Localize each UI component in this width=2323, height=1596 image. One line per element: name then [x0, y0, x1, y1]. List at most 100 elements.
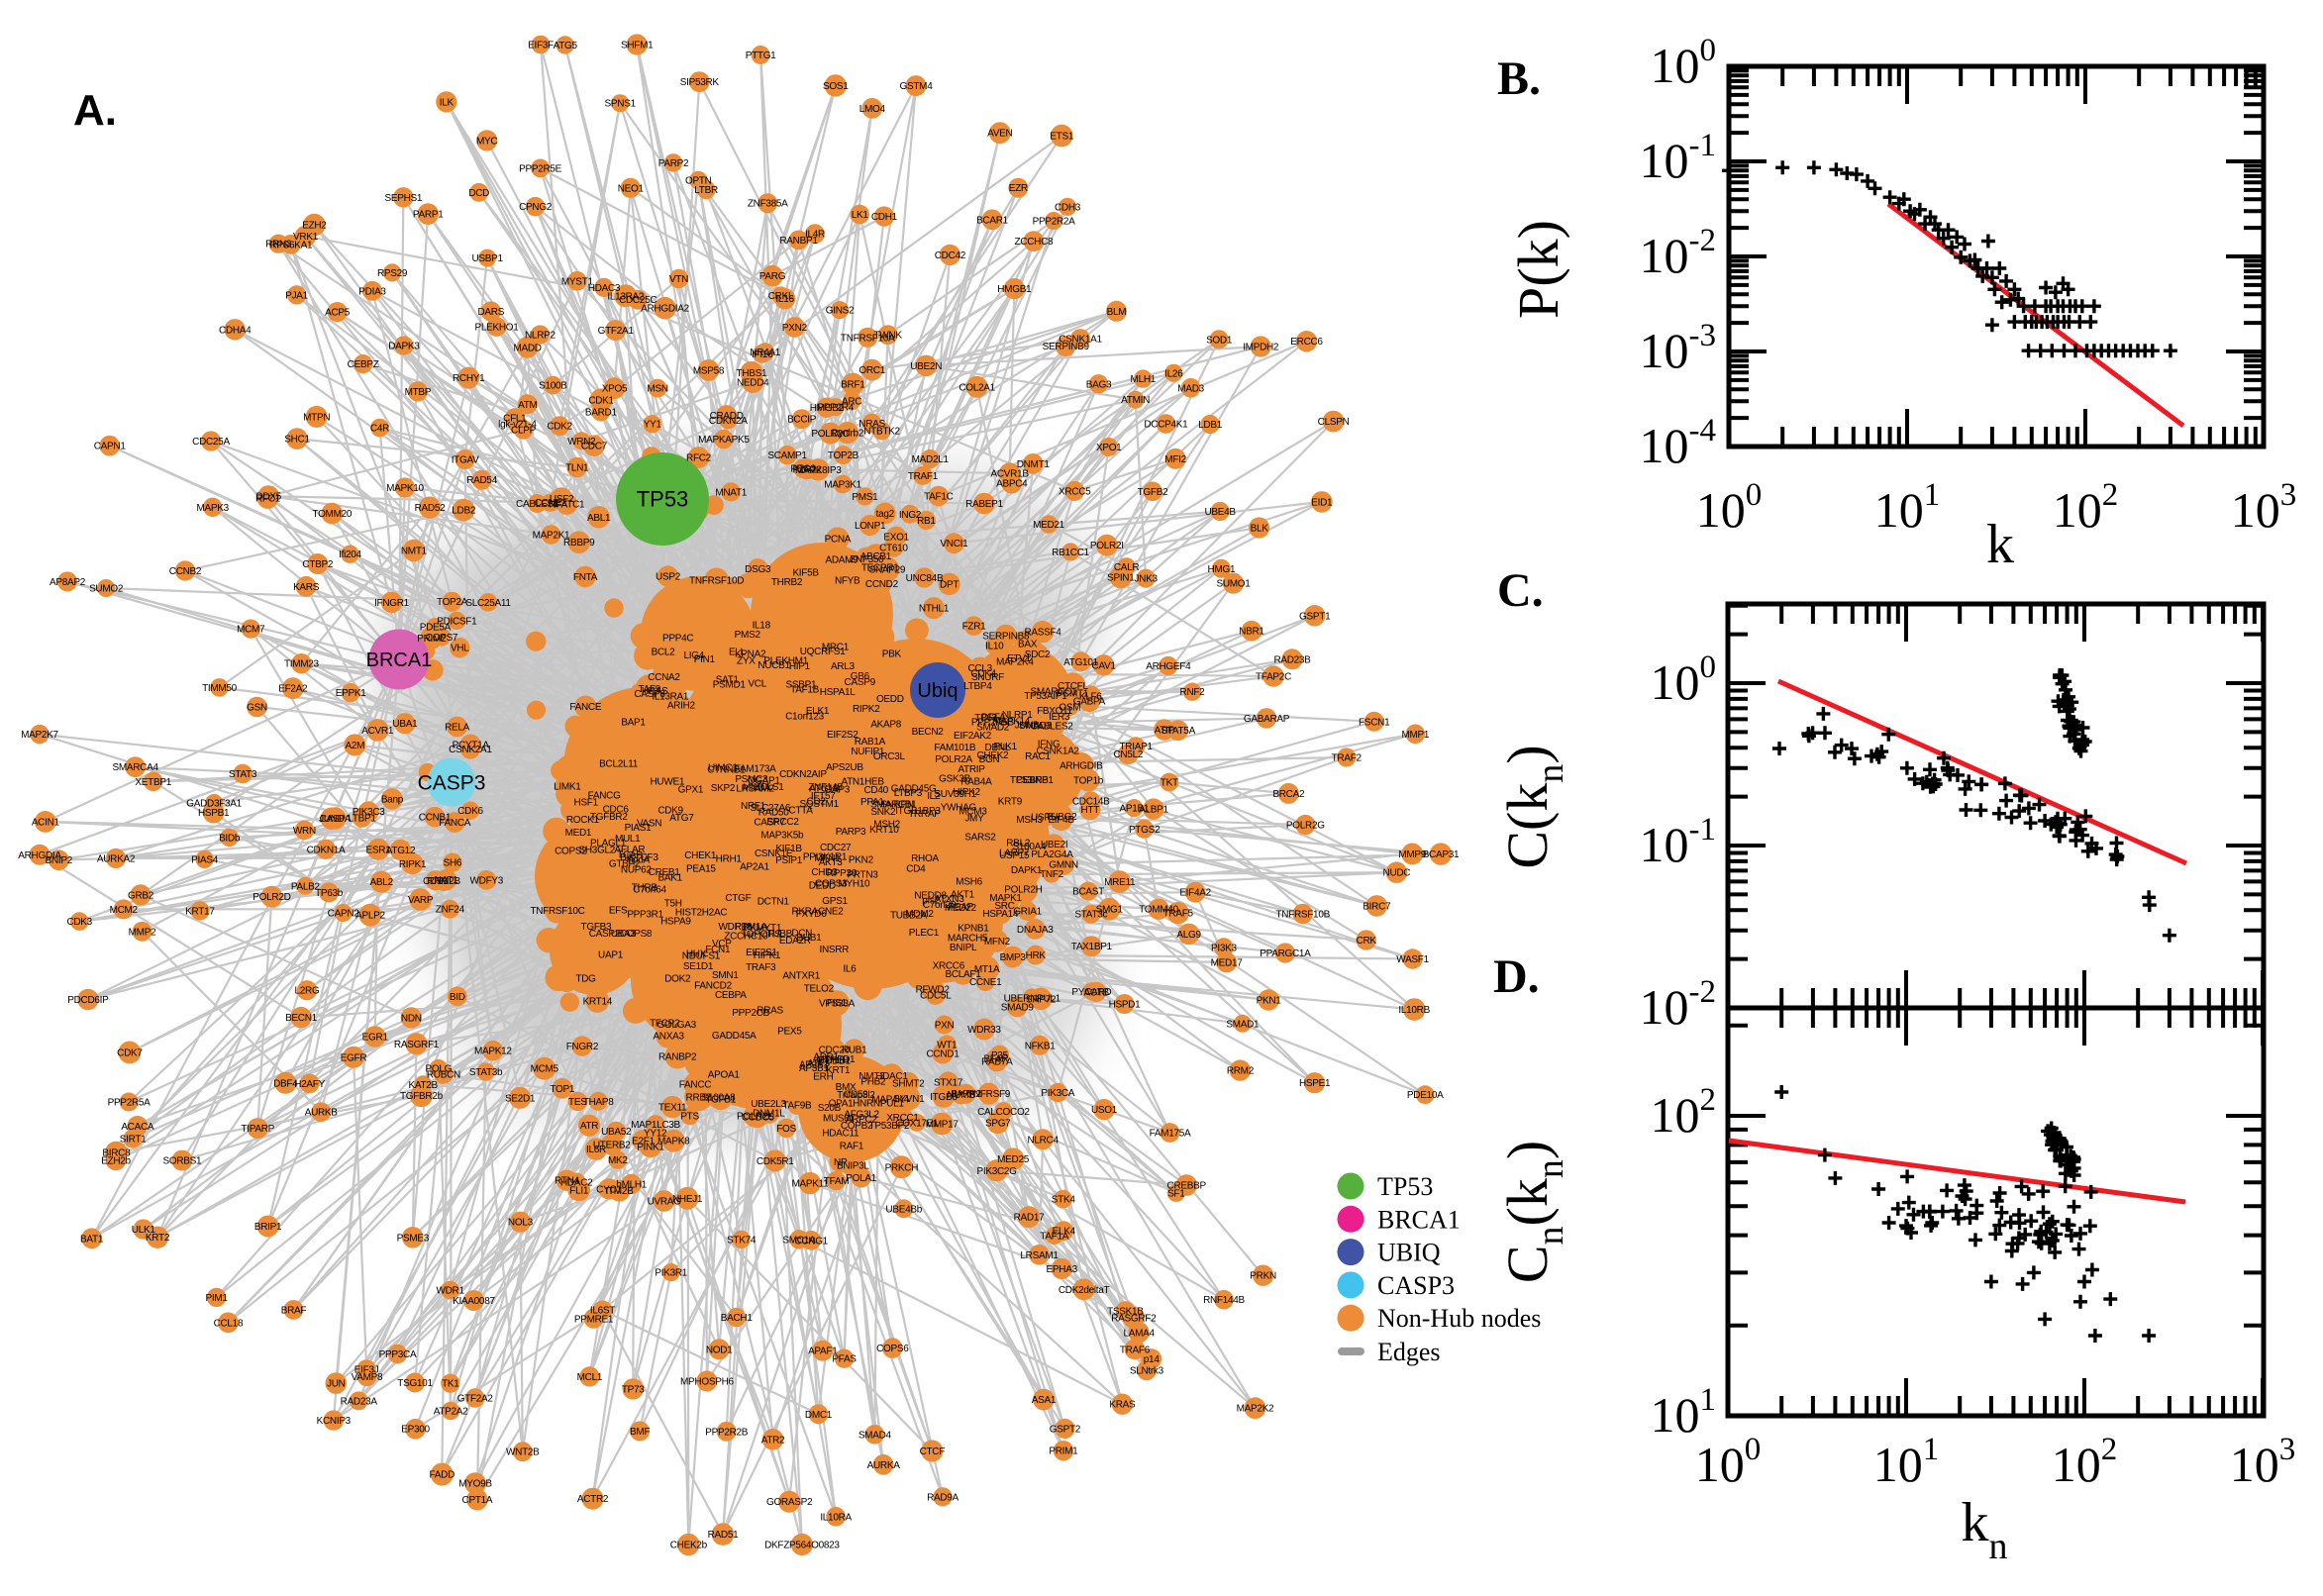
svg-text:ATG5: ATG5	[554, 41, 578, 51]
svg-text:SARS2: SARS2	[964, 832, 996, 843]
svg-text:TWNK: TWNK	[873, 331, 902, 342]
svg-text:WDFY3: WDFY3	[470, 875, 504, 886]
svg-text:SMARCA4: SMARCA4	[112, 762, 158, 773]
svg-text:HUWE1: HUWE1	[650, 777, 684, 788]
svg-text:ACP5: ACP5	[325, 308, 351, 319]
svg-text:D.: D.	[1493, 950, 1540, 1003]
svg-text:ADAM9: ADAM9	[826, 555, 859, 566]
svg-text:STAT3: STAT3	[229, 769, 257, 780]
svg-text:ACTB: ACTB	[1083, 987, 1109, 998]
svg-text:GORASP2: GORASP2	[766, 1497, 813, 1508]
svg-text:NDN: NDN	[401, 1013, 422, 1024]
svg-text:IL6R: IL6R	[586, 1145, 606, 1155]
svg-text:SPG7: SPG7	[985, 1119, 1011, 1130]
svg-text:DFFA: DFFA	[981, 713, 1006, 724]
svg-text:CSNK1A2: CSNK1A2	[1036, 747, 1079, 757]
svg-text:TAF1B: TAF1B	[790, 685, 820, 696]
svg-text:PKN1: PKN1	[1257, 996, 1282, 1007]
svg-text:MAPK14: MAPK14	[992, 716, 1030, 727]
svg-text:CRK: CRK	[1357, 936, 1377, 947]
svg-text:LDB1: LDB1	[1198, 420, 1223, 431]
svg-text:PEG3: PEG3	[790, 464, 816, 475]
svg-text:H2AFY: H2AFY	[294, 1079, 325, 1090]
svg-text:EIF2S2: EIF2S2	[827, 730, 858, 741]
svg-text:RBL2: RBL2	[1006, 838, 1031, 848]
svg-text:SMG1: SMG1	[1096, 905, 1124, 916]
svg-text:PIM1: PIM1	[206, 1293, 229, 1304]
svg-text:PXN2: PXN2	[782, 323, 808, 334]
svg-text:UBE2I: UBE2I	[1041, 840, 1067, 850]
svg-text:NHEJ1: NHEJ1	[672, 1194, 703, 1205]
svg-text:RAD51: RAD51	[708, 1530, 739, 1541]
svg-text:MAPK1: MAPK1	[989, 893, 1022, 904]
svg-text:LMO4: LMO4	[859, 104, 886, 115]
svg-text:S100A8: S100A8	[702, 1093, 737, 1104]
svg-text:VARP: VARP	[408, 895, 434, 906]
svg-text:IMPDH2: IMPDH2	[1243, 343, 1279, 353]
svg-text:HRK: HRK	[1026, 950, 1047, 961]
svg-text:CSNK1A1: CSNK1A1	[1059, 335, 1102, 346]
svg-text:TAF9B: TAF9B	[782, 1101, 812, 1112]
svg-text:FLI1: FLI1	[569, 1185, 589, 1196]
svg-text:TCF3: TCF3	[635, 852, 659, 863]
svg-text:IL10: IL10	[985, 642, 1004, 652]
svg-text:CDS1: CDS1	[423, 876, 449, 887]
svg-text:DNM1L: DNM1L	[753, 1108, 785, 1119]
svg-text:TNFRSF10B: TNFRSF10B	[1275, 909, 1330, 920]
svg-text:VAMP8: VAMP8	[352, 1372, 383, 1383]
svg-text:PBK: PBK	[882, 648, 902, 659]
svg-text:IL10RB: IL10RB	[1398, 1005, 1430, 1016]
svg-text:S20B: S20B	[818, 1103, 842, 1114]
svg-text:CFL1: CFL1	[503, 414, 527, 425]
svg-text:KIF5B: KIF5B	[792, 568, 819, 579]
svg-text:EIF4A2: EIF4A2	[1179, 888, 1211, 899]
svg-text:ATP2A2: ATP2A2	[434, 1407, 468, 1418]
svg-text:TP63: TP63	[974, 713, 997, 724]
svg-text:ILK: ILK	[440, 97, 454, 108]
svg-text:KRT9: KRT9	[998, 796, 1023, 807]
svg-text:BRCA2: BRCA2	[1272, 789, 1305, 800]
svg-text:MMP17: MMP17	[926, 1120, 960, 1131]
svg-text:MADD: MADD	[513, 343, 541, 353]
svg-text:PDICSF1: PDICSF1	[437, 616, 477, 627]
svg-text:MLH1: MLH1	[1131, 374, 1157, 385]
svg-text:PFAS: PFAS	[832, 1354, 857, 1365]
svg-text:SMAD9: SMAD9	[1001, 1002, 1035, 1013]
svg-text:BFAR: BFAR	[983, 1054, 1008, 1065]
svg-text:AP3B1: AP3B1	[799, 1063, 829, 1074]
svg-text:IFNGR1: IFNGR1	[374, 598, 410, 609]
svg-text:TLN1: TLN1	[565, 463, 589, 474]
svg-text:WNT2B: WNT2B	[506, 1447, 540, 1458]
svg-text:NRAS: NRAS	[858, 419, 885, 430]
svg-text:NDUFS1: NDUFS1	[682, 951, 721, 962]
svg-text:PSIP1: PSIP1	[775, 855, 803, 866]
svg-text:RPS6KA1: RPS6KA1	[269, 240, 313, 250]
svg-text:RAD54: RAD54	[466, 475, 497, 486]
svg-text:TIMM50: TIMM50	[202, 683, 238, 694]
svg-text:TNFRSF9: TNFRSF9	[967, 1089, 1011, 1100]
svg-text:TCAP: TCAP	[617, 850, 643, 861]
svg-text:UNC84B: UNC84B	[906, 573, 944, 584]
svg-text:ACVR1: ACVR1	[361, 726, 394, 737]
svg-text:MAP3K1: MAP3K1	[824, 480, 861, 491]
svg-text:TES: TES	[568, 1097, 587, 1108]
svg-text:BCAP31: BCAP31	[1423, 849, 1460, 860]
svg-text:VASN: VASN	[637, 818, 661, 829]
svg-text:LDB2: LDB2	[452, 506, 476, 517]
svg-text:PPARGC1A: PPARGC1A	[1260, 948, 1311, 959]
svg-text:EPPK1: EPPK1	[336, 688, 366, 699]
svg-text:IL13RA1: IL13RA1	[652, 692, 689, 703]
svg-text:MTBP: MTBP	[405, 387, 432, 398]
svg-text:TSSK1B: TSSK1B	[1107, 1306, 1144, 1317]
svg-text:CDC27: CDC27	[820, 843, 852, 853]
svg-text:OPTN: OPTN	[685, 176, 712, 187]
svg-text:PRKN: PRKN	[1250, 1271, 1276, 1282]
svg-text:TOPORS: TOPORS	[741, 929, 781, 940]
svg-text:PDE10A: PDE10A	[1407, 1090, 1444, 1101]
svg-text:MSP58: MSP58	[693, 365, 725, 376]
svg-text:BCL2L11: BCL2L11	[599, 758, 639, 769]
svg-text:GINS2: GINS2	[826, 306, 855, 317]
svg-text:HDAC2: HDAC2	[560, 1177, 593, 1188]
svg-text:EIF3J: EIF3J	[354, 1365, 379, 1376]
svg-text:PYCARD: PYCARD	[1071, 987, 1111, 998]
